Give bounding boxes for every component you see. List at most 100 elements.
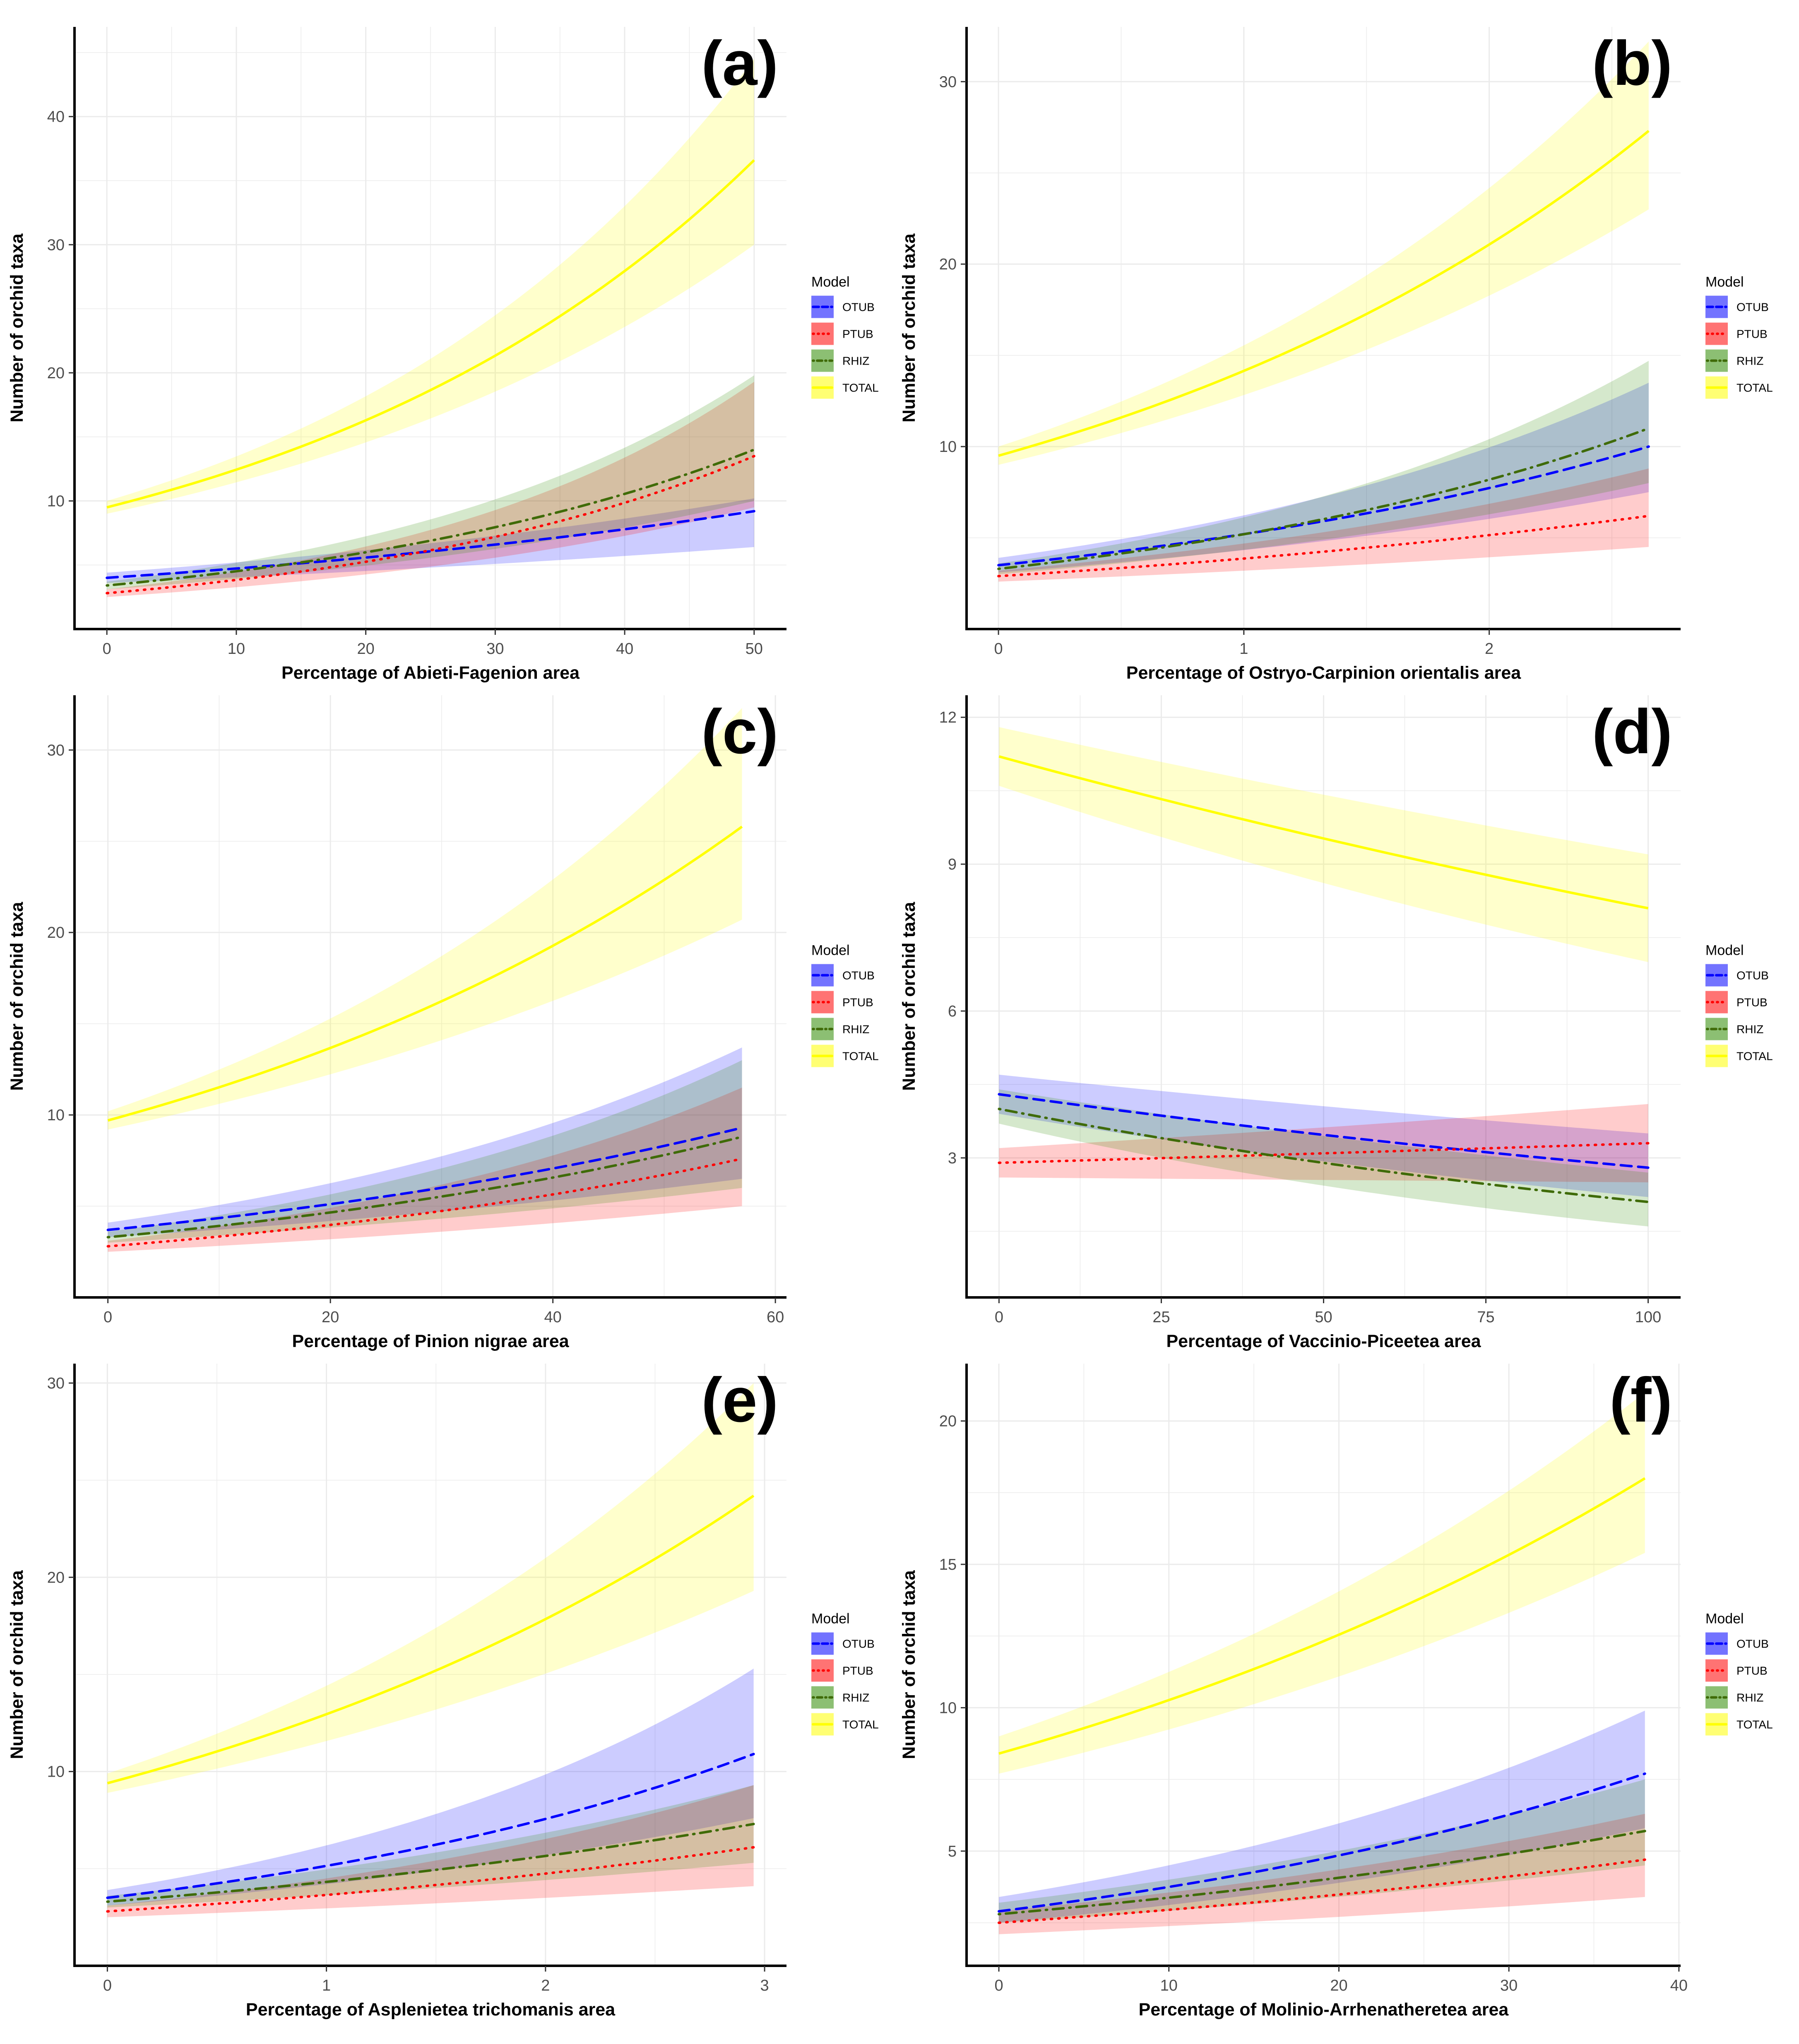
line-otub bbox=[106, 510, 755, 579]
x-tick-label: 40 bbox=[544, 1309, 561, 1326]
legend-item-ptub: PTUB bbox=[1705, 322, 1768, 345]
legend-label: PTUB bbox=[842, 1665, 873, 1677]
legend-item-otub: OTUB bbox=[811, 964, 875, 987]
legend: Model OTUB PTUB RHIZ TOTAL bbox=[1705, 943, 1773, 1067]
line-otub bbox=[997, 445, 1650, 567]
legend-item-rhiz: RHIZ bbox=[1705, 1018, 1763, 1040]
line-total bbox=[106, 159, 755, 509]
ribbon-ptub bbox=[999, 1813, 1645, 1934]
legend-item-rhiz: RHIZ bbox=[811, 1018, 869, 1040]
panel-b: 0 1 2 10 20 30 Percentage of Ostryo-Carpinion … bbox=[899, 27, 1773, 683]
legend-item-ptub: PTUB bbox=[1705, 991, 1768, 1014]
legend-item-total: TOTAL bbox=[1705, 1713, 1773, 1736]
y-tick-label: 5 bbox=[948, 1843, 957, 1860]
line-rhiz bbox=[106, 1136, 743, 1239]
x-tick-label: 0 bbox=[103, 640, 111, 658]
y-tick-label: 12 bbox=[939, 709, 957, 726]
y-tick-label: 20 bbox=[939, 256, 957, 273]
x-tick-label: 20 bbox=[1330, 1977, 1347, 1994]
y-tick-label: 10 bbox=[47, 1763, 65, 1781]
y-tick-label: 10 bbox=[47, 1107, 65, 1124]
legend-item-otub: OTUB bbox=[1705, 1632, 1769, 1655]
legend-label: OTUB bbox=[1736, 301, 1769, 314]
ribbon-total bbox=[998, 41, 1649, 465]
ribbon-total bbox=[107, 59, 754, 514]
line-rhiz bbox=[998, 1107, 1650, 1203]
legend-title: Model bbox=[1705, 943, 1744, 958]
y-axis-title: Number of orchid taxa bbox=[899, 901, 919, 1090]
line-total bbox=[107, 1494, 755, 1785]
legend-label: TOTAL bbox=[1736, 1718, 1773, 1731]
panel-f: 0 10 20 30 40 5 10 15 20 Percentage of Molinio-Ar… bbox=[899, 1364, 1773, 2020]
legend-item-total: TOTAL bbox=[811, 376, 879, 399]
x-tick-label: 0 bbox=[994, 1977, 1003, 1994]
x-tick-label: 3 bbox=[760, 1977, 769, 1994]
legend-item-total: TOTAL bbox=[1705, 376, 1773, 399]
ribbon-ptub bbox=[108, 1088, 742, 1252]
legend-label: PTUB bbox=[842, 328, 873, 341]
legend-label: PTUB bbox=[1736, 1665, 1768, 1677]
panel-label: (f) bbox=[1609, 1365, 1672, 1435]
legend-label: PTUB bbox=[1736, 996, 1768, 1009]
x-axis-title: Percentage of Pinion nigrae area bbox=[292, 1331, 569, 1351]
ribbon-rhiz bbox=[998, 360, 1649, 574]
y-axis-title: Number of orchid taxa bbox=[899, 1570, 919, 1759]
legend-item-otub: OTUB bbox=[811, 295, 875, 318]
panel-label: (b) bbox=[1592, 28, 1672, 98]
y-tick-label: 30 bbox=[47, 742, 65, 759]
line-otub bbox=[998, 1772, 1646, 1913]
legend-item-total: TOTAL bbox=[811, 1045, 879, 1067]
y-tick-label: 40 bbox=[47, 108, 65, 126]
x-tick-label: 10 bbox=[1160, 1977, 1178, 1994]
ribbon-otub bbox=[107, 498, 754, 583]
legend: Model OTUB PTUB RHIZ TOTAL bbox=[1705, 274, 1773, 399]
legend-label: RHIZ bbox=[1736, 1023, 1763, 1036]
panel-a: 0 10 20 30 40 50 10 20 30 40 Percentage of Abieti-… bbox=[7, 27, 879, 683]
y-tick-label: 3 bbox=[948, 1150, 957, 1167]
legend-label: RHIZ bbox=[842, 355, 869, 367]
line-ptub bbox=[106, 1157, 743, 1248]
legend-item-otub: OTUB bbox=[811, 1632, 875, 1655]
ribbon-rhiz bbox=[107, 375, 754, 589]
legend-item-ptub: PTUB bbox=[1705, 1659, 1768, 1682]
y-axis-title: Number of orchid taxa bbox=[7, 901, 27, 1090]
legend-item-ptub: PTUB bbox=[811, 991, 873, 1014]
legend-label: TOTAL bbox=[1736, 382, 1773, 394]
legend-label: TOTAL bbox=[842, 1718, 879, 1731]
x-tick-label: 0 bbox=[994, 640, 1003, 658]
panel-label: (c) bbox=[701, 697, 778, 767]
legend-label: PTUB bbox=[1736, 328, 1768, 341]
x-tick-label: 100 bbox=[1635, 1309, 1661, 1326]
x-axis-title: Percentage of Molinio-Arrhenatheretea ar… bbox=[1139, 2000, 1509, 2020]
x-axis-title: Percentage of Vaccinio-Piceetea area bbox=[1166, 1331, 1481, 1351]
x-tick-label: 2 bbox=[541, 1977, 550, 1994]
legend-label: RHIZ bbox=[842, 1691, 869, 1704]
y-axis-title: Number of orchid taxa bbox=[7, 1570, 27, 1759]
line-rhiz bbox=[106, 448, 755, 587]
legend-label: OTUB bbox=[842, 969, 875, 982]
y-tick-label: 20 bbox=[47, 924, 65, 942]
ribbon-ptub bbox=[107, 1785, 754, 1917]
legend-title: Model bbox=[1705, 274, 1744, 290]
legend-item-rhiz: RHIZ bbox=[811, 1686, 869, 1709]
ribbon-ptub bbox=[107, 382, 754, 597]
legend: Model OTUB PTUB RHIZ TOTAL bbox=[1705, 1611, 1773, 1736]
x-tick-label: 30 bbox=[1500, 1977, 1518, 1994]
legend-label: OTUB bbox=[1736, 969, 1769, 982]
line-otub bbox=[106, 1126, 743, 1231]
panel-c: 0 20 40 60 10 20 30 Percentage of Pinion nigrae… bbox=[7, 695, 879, 1351]
line-total bbox=[107, 826, 743, 1122]
legend-label: TOTAL bbox=[842, 382, 879, 394]
line-total bbox=[998, 130, 1650, 457]
x-tick-label: 0 bbox=[995, 1309, 1003, 1326]
panel-label: (e) bbox=[701, 1365, 778, 1435]
x-tick-label: 40 bbox=[1670, 1977, 1688, 1994]
x-tick-label: 30 bbox=[486, 640, 504, 658]
y-tick-label: 30 bbox=[47, 236, 65, 254]
legend-label: RHIZ bbox=[1736, 1691, 1763, 1704]
y-tick-label: 30 bbox=[939, 73, 957, 91]
x-tick-label: 60 bbox=[767, 1309, 784, 1326]
ribbon-otub bbox=[999, 1074, 1648, 1197]
ribbon-rhiz bbox=[108, 1060, 742, 1243]
legend-title: Model bbox=[811, 943, 850, 958]
